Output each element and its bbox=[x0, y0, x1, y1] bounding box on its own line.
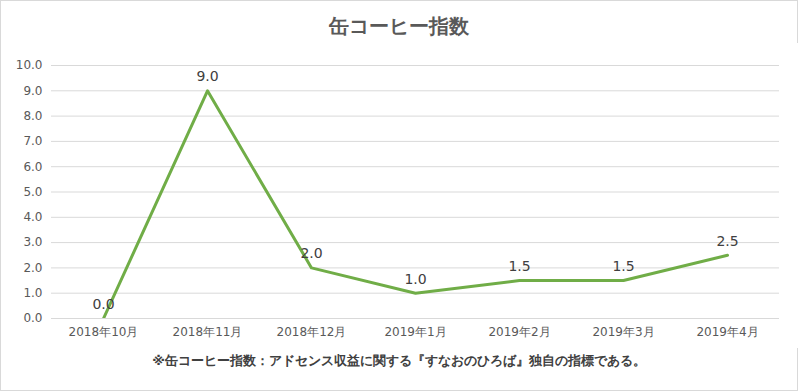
svg-text:2018年10月: 2018年10月 bbox=[69, 325, 139, 339]
svg-text:1.0: 1.0 bbox=[23, 286, 42, 300]
svg-text:7.0: 7.0 bbox=[23, 134, 42, 148]
svg-text:2018年11月: 2018年11月 bbox=[173, 325, 243, 339]
svg-text:2019年3月: 2019年3月 bbox=[592, 325, 654, 339]
svg-text:2019年1月: 2019年1月 bbox=[384, 325, 446, 339]
svg-text:3.0: 3.0 bbox=[23, 235, 42, 249]
svg-text:1.5: 1.5 bbox=[508, 258, 530, 274]
svg-text:2019年4月: 2019年4月 bbox=[696, 325, 758, 339]
svg-text:1.0: 1.0 bbox=[404, 271, 426, 287]
svg-text:8.0: 8.0 bbox=[23, 109, 42, 123]
svg-text:2019年2月: 2019年2月 bbox=[488, 325, 550, 339]
svg-text:9.0: 9.0 bbox=[23, 84, 42, 98]
svg-text:2.0: 2.0 bbox=[23, 261, 42, 275]
svg-text:2.0: 2.0 bbox=[300, 245, 322, 261]
svg-text:5.0: 5.0 bbox=[23, 185, 42, 199]
svg-text:2018年12月: 2018年12月 bbox=[277, 325, 347, 339]
svg-text:1.5: 1.5 bbox=[612, 258, 634, 274]
svg-text:10.0: 10.0 bbox=[16, 58, 43, 72]
svg-text:2.5: 2.5 bbox=[716, 233, 738, 249]
svg-text:9.0: 9.0 bbox=[196, 68, 218, 84]
svg-text:0.0: 0.0 bbox=[92, 296, 114, 312]
html-text:※缶コーヒー指数：アドセンス収益に関する『すなおのひろば』独: ※缶コーヒー指数：アドセンス収益に関する『すなおのひろば』独自の指標である。 bbox=[152, 353, 646, 368]
html-text:缶コーヒー指数: 缶コーヒー指数 bbox=[329, 14, 469, 38]
svg-text:0.0: 0.0 bbox=[23, 311, 42, 325]
svg-text:4.0: 4.0 bbox=[23, 210, 42, 224]
svg-text:6.0: 6.0 bbox=[23, 160, 42, 174]
